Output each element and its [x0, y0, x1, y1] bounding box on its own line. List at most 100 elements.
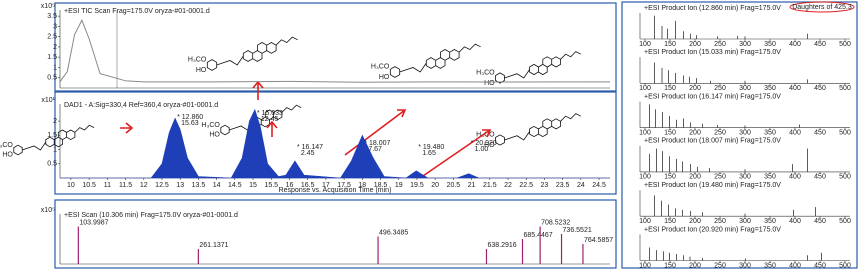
x-tick-label: 10.5 [82, 182, 96, 189]
x-tick-label: 300 [739, 85, 751, 92]
scale-label: x10¹ [41, 97, 55, 104]
peak-area-label: 7.67 [368, 146, 382, 153]
x-tick-label: 18 [358, 182, 366, 189]
x-tick-label: 100 [639, 218, 651, 225]
x-tick-label: 200 [689, 129, 701, 136]
x-tick-label: 450 [814, 41, 826, 48]
x-tick-label: 350 [764, 174, 776, 181]
scale-label: x10⁵ [41, 207, 55, 214]
x-tick-label: 350 [764, 41, 776, 48]
molecule [389, 43, 481, 78]
peak-mz-label: 638.2916 [487, 242, 516, 249]
ms-panel [54, 199, 617, 269]
peak-mz-label: 496.3485 [379, 229, 408, 236]
substituent-label: H₃CO [476, 132, 495, 139]
x-tick-label: 500 [839, 174, 851, 181]
x-tick-label: 500 [839, 262, 851, 269]
x-tick-label: 400 [789, 262, 801, 269]
x-tick-label: 200 [689, 85, 701, 92]
arrow [120, 122, 134, 134]
y-tick-label: 3 [53, 23, 57, 30]
peak-mz-label: 103.9987 [79, 219, 108, 226]
x-tick-label: 150 [664, 85, 676, 92]
peak-rt-label: * 20.920 [471, 140, 497, 147]
substituent-label: HO [484, 80, 495, 87]
panel-title: +ESI Product Ion (12.860 min) Frag=175.0… [644, 5, 781, 12]
x-tick-label: 16.5 [301, 182, 315, 189]
x-tick-label: 350 [764, 129, 776, 136]
substituent-label: HO [379, 74, 390, 81]
x-tick-label: 22 [504, 182, 512, 189]
peak-area-label: 12.45 [261, 116, 279, 123]
x-tick-label: 400 [789, 129, 801, 136]
x-tick-label: 500 [839, 85, 851, 92]
x-tick-label: 19 [395, 182, 403, 189]
x-tick-label: 16 [286, 182, 294, 189]
chromatogram-area [60, 108, 610, 179]
substituent-label: H₃CO [201, 122, 220, 129]
x-tick-label: 18.5 [374, 182, 388, 189]
x-tick-label: 250 [714, 262, 726, 269]
x-tick-label: 13 [176, 182, 184, 189]
x-tick-label: 300 [739, 129, 751, 136]
x-tick-label: 200 [689, 218, 701, 225]
x-tick-label: 150 [664, 174, 676, 181]
substituent-label: HO [209, 132, 220, 139]
panel-title: +ESI Scan (10.306 min) Frag=175.0V oryza… [64, 212, 238, 219]
peak-area-label: 15.63 [181, 120, 199, 127]
peak-area-label: 1.00 [475, 146, 489, 153]
molecule [495, 113, 582, 146]
substituent-label: H₃CO [0, 142, 13, 149]
x-tick-label: 250 [714, 129, 726, 136]
x-tick-label: 14.5 [228, 182, 242, 189]
x-tick-label: 400 [789, 41, 801, 48]
panel-title: +ESI TIC Scan Frag=175.0V oryza-#01-0001… [64, 8, 210, 15]
x-tick-label: 200 [689, 174, 701, 181]
substituent-label: HO [2, 152, 13, 159]
x-tick-label: 23.5 [556, 182, 570, 189]
x-tick-label: 400 [789, 85, 801, 92]
peak-rt-label: * 19.480 [418, 144, 444, 151]
y-tick-label: 2.5 [47, 34, 57, 41]
peak-mz-label: 708.5232 [541, 219, 570, 226]
y-tick-label: 0.5 [47, 75, 57, 82]
x-tick-label: 22.5 [519, 182, 533, 189]
x-tick-label: 17 [322, 182, 330, 189]
x-tick-label: 300 [739, 41, 751, 48]
substituent-label: H₃CO [371, 63, 390, 70]
x-tick-label: 300 [739, 218, 751, 225]
x-tick-label: 450 [814, 262, 826, 269]
x-tick-label: 17.5 [337, 182, 351, 189]
panel-title: +ESI Product Ion (15.033 min) Frag=175.0… [644, 49, 781, 56]
arrows [120, 80, 492, 179]
y-tick-label: 1 [53, 146, 57, 153]
x-tick-label: 200 [689, 41, 701, 48]
scale-label: x10⁵ [41, 3, 55, 10]
tic-panel [54, 2, 617, 92]
highlight-ellipse [789, 1, 855, 13]
arrow [344, 109, 407, 156]
x-tick-label: 11.5 [119, 182, 132, 189]
molecule [206, 36, 298, 71]
x-tick-label: 300 [739, 174, 751, 181]
x-tick-label: 20.5 [447, 182, 461, 189]
x-tick-label: 12 [140, 182, 148, 189]
arrow [266, 120, 278, 137]
y-tick-label: 0.5 [47, 161, 57, 168]
molecule [495, 51, 582, 84]
x-tick-label: 21 [468, 182, 476, 189]
peak-rt-label: * 18.007 [364, 140, 390, 147]
x-tick-label: 100 [639, 41, 651, 48]
y-tick-label: 2 [53, 44, 57, 51]
note: Daughters of 425.3 [792, 4, 852, 11]
x-tick-label: 100 [639, 85, 651, 92]
y-tick-label: 1.5 [47, 54, 57, 61]
peak-mz-label: 736.5521 [563, 227, 592, 234]
x-tick-label: 12.5 [155, 182, 169, 189]
substituent-label: H₃CO [476, 70, 495, 77]
x-tick-label: 100 [639, 174, 651, 181]
msms-panel [621, 1, 858, 269]
x-tick-label: 400 [789, 218, 801, 225]
y-tick-label: 3.5 [47, 13, 57, 20]
